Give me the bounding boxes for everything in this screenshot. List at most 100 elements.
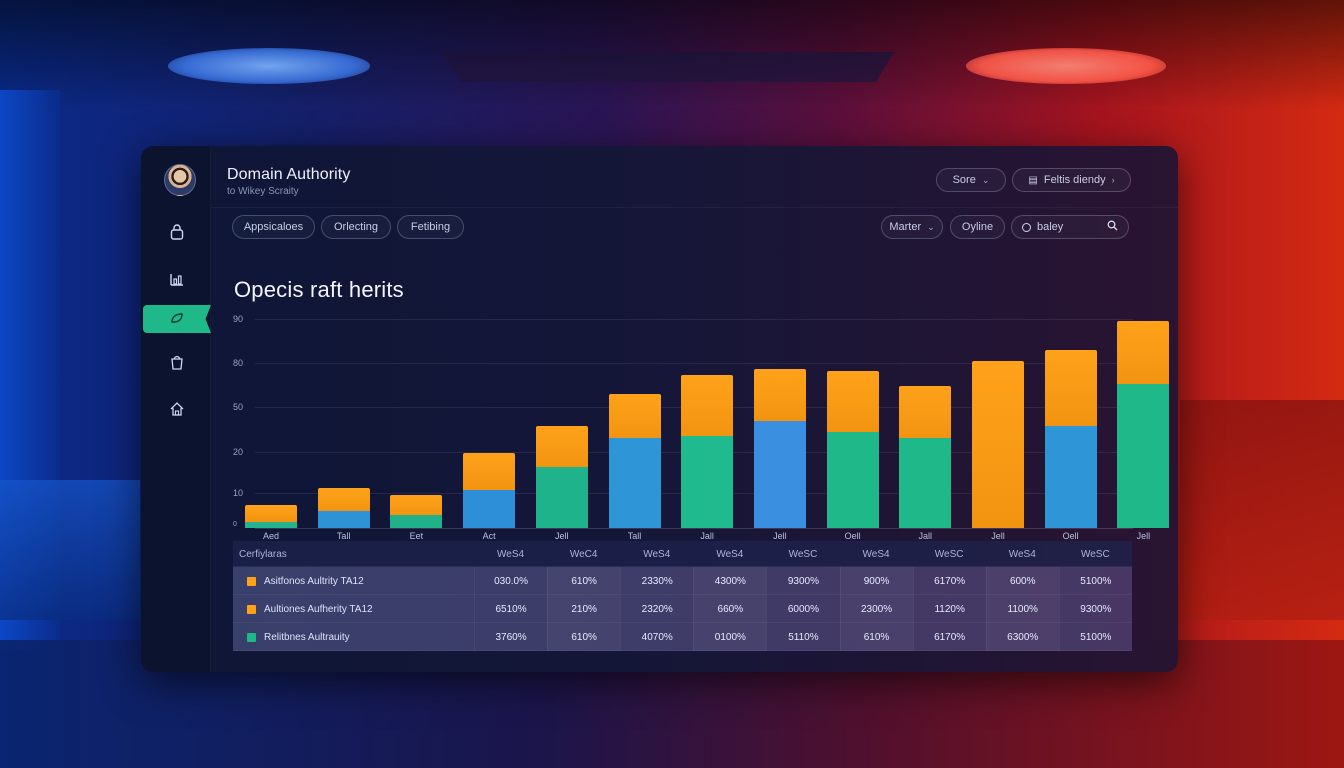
table-cell: 610% [839,623,913,651]
sidebar-item-active[interactable] [143,305,211,333]
oyline-button[interactable]: Oyline [950,215,1005,239]
table-cell: 660% [693,595,767,623]
x-tick-label: Tall [627,531,642,541]
filter-chip-3[interactable]: Fetibing [397,215,464,239]
table-cell: 6510% [474,595,547,623]
home-icon[interactable] [164,398,190,420]
bar-segment-growth [899,385,952,439]
row-label-text: Relitbnes Aultrauity [264,631,350,643]
x-tick-label: Jall [918,531,933,541]
table-column-header[interactable]: WeS4 [497,549,525,560]
bar-10[interactable] [899,385,952,528]
data-table: Cerfiylaras WeS4 WeC4 WeS4 WeS4 WeSC WeS4 WeSC… [233,541,1132,651]
table-cell: 2330% [620,567,693,595]
bar-13[interactable] [1117,321,1170,528]
table-cell: 2320% [620,595,693,623]
chart-icon[interactable] [164,268,190,290]
y-tick-label: 10 [233,488,244,498]
bar-2[interactable] [317,488,370,528]
row-label-text: Asitfonos Aultrity TA12 [264,575,364,587]
table-column-header[interactable]: WeSC [788,549,818,560]
row-label: Asitfonos Aultrity TA12 [247,567,364,595]
chart-title: Opecis raft herits [234,277,404,302]
table-cell: 900% [839,567,913,595]
bar-12[interactable] [1044,350,1097,528]
table-cell: 5100% [1058,567,1132,595]
gridline [255,319,1133,320]
table-column-header[interactable]: WeC4 [569,549,598,560]
table-cell: 9300% [1058,595,1132,623]
bar-segment-authority [245,521,297,528]
table-row[interactable]: Asitfonos Aultrity TA12 030.0% 610% 2330% 43… [233,567,1132,595]
legend-swatch [247,632,256,642]
chevron-down-icon: ⌄ [981,174,990,185]
bar-5[interactable] [535,425,588,528]
table-cell: 4300% [693,567,767,595]
bar-8[interactable] [753,369,806,528]
filter-chip-label: Orlecting [333,221,379,233]
bar-segment-growth [390,494,443,516]
x-tick-label: Oell [1062,531,1079,541]
avatar[interactable] [164,164,196,196]
bar-segment-authority [899,438,952,528]
table-column-header[interactable]: WeS4 [716,549,744,560]
table-cell: 4070% [620,623,693,651]
bar-1[interactable] [245,505,297,528]
score-dropdown[interactable]: Sore ⌄ [936,168,1006,192]
chevron-right-icon: › [1111,175,1115,185]
table-cell: 5110% [766,623,839,651]
table-column-header[interactable]: WeS4 [862,549,890,560]
table-column-header[interactable]: WeS4 [643,549,671,560]
bar-segment-growth [245,505,297,522]
bar-6[interactable] [608,394,661,528]
table-row[interactable]: Relitbnes Aultrauity 3760% 610% 4070% 0100% 5… [233,623,1132,651]
bar-segment-growth [972,360,1024,528]
sidebar [141,146,211,672]
y-tick-label: 0 [233,521,237,528]
filter-chip-1[interactable]: Appsicaloes [232,215,315,239]
app-title: Domain Authority [227,166,351,183]
table-cell: 610% [547,567,621,595]
report-button[interactable]: ▤ Feltis diendy › [1012,168,1131,192]
report-label: Feltis diendy [1043,174,1106,186]
search-icon[interactable] [1107,220,1118,234]
x-tick-label: Tall [336,531,351,541]
filter-chip-label: Fetibing [410,221,451,233]
bar-11[interactable] [972,360,1024,528]
filter-chip-2[interactable]: Orlecting [321,215,391,239]
bar-segment-growth [535,425,588,468]
x-tick-label: Eet [409,531,424,541]
bar-segment-growth [608,394,661,439]
table-row[interactable]: Aultiones Aufherity TA12 6510% 210% 2320% 66… [233,595,1132,623]
baseline [255,528,1133,529]
table-cell: 1120% [912,595,986,623]
bar-segment-growth [681,375,734,437]
oyline-label: Oyline [961,221,994,233]
search-circle-icon [1022,222,1031,232]
table-column-header[interactable]: WeSC [934,549,964,560]
bar-segment-authority [826,431,879,528]
table-column-header[interactable]: WeSC [1080,549,1110,560]
bar-segment-authority [681,436,734,528]
marter-dropdown[interactable]: Marter ⌄ [881,215,943,239]
bar-4[interactable] [463,452,516,528]
y-tick-label: 90 [233,314,244,324]
table-column-header[interactable]: WeS4 [1008,549,1036,560]
marter-label: Marter [889,221,922,233]
lock-icon[interactable] [164,220,190,242]
y-tick-label: 80 [233,358,244,368]
row-label-text: Aultiones Aufherity TA12 [264,603,373,615]
background-vent [442,52,894,82]
y-tick-label: 50 [233,402,244,412]
gridline [255,363,1133,364]
bar-9[interactable] [826,371,879,528]
bar-segment-authority [317,511,370,528]
y-tick-label: 20 [233,447,244,457]
search-input[interactable]: baley [1011,215,1129,239]
table-cell: 1100% [985,595,1059,623]
bag-icon[interactable] [164,351,190,373]
bar-segment-growth [1044,350,1097,426]
bar-3[interactable] [390,494,443,528]
ceiling-light-left [168,48,370,84]
bar-7[interactable] [681,375,734,528]
